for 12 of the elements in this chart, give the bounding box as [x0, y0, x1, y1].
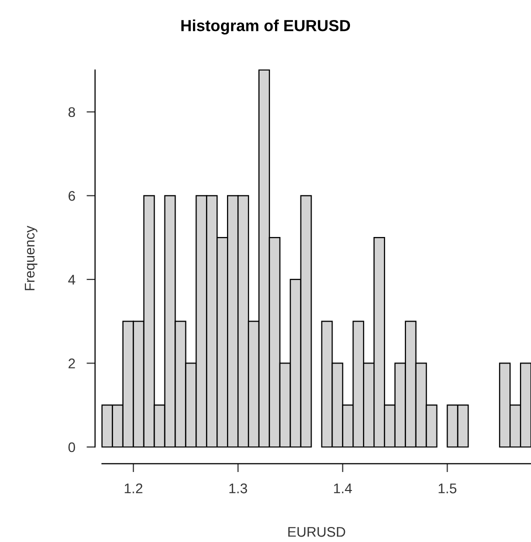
y-axis-title: Frequency: [24, 226, 38, 290]
x-axis-title: EURUSD: [288, 526, 346, 537]
y-tick-label: 6: [68, 191, 75, 201]
x-tick-label: 1.5: [438, 484, 456, 494]
x-tick-label: 1.2: [124, 483, 142, 494]
x-tick-label: 1.4: [334, 484, 352, 494]
y-tick-label: 0: [68, 442, 76, 452]
y-tick-label: 4: [68, 274, 76, 284]
x-tick-label: 1.3: [229, 483, 248, 494]
y-tick-label: 8: [68, 107, 76, 118]
chart-title: Histogram of EURUSD: [181, 20, 350, 34]
y-tick-label: 2: [68, 358, 75, 368]
